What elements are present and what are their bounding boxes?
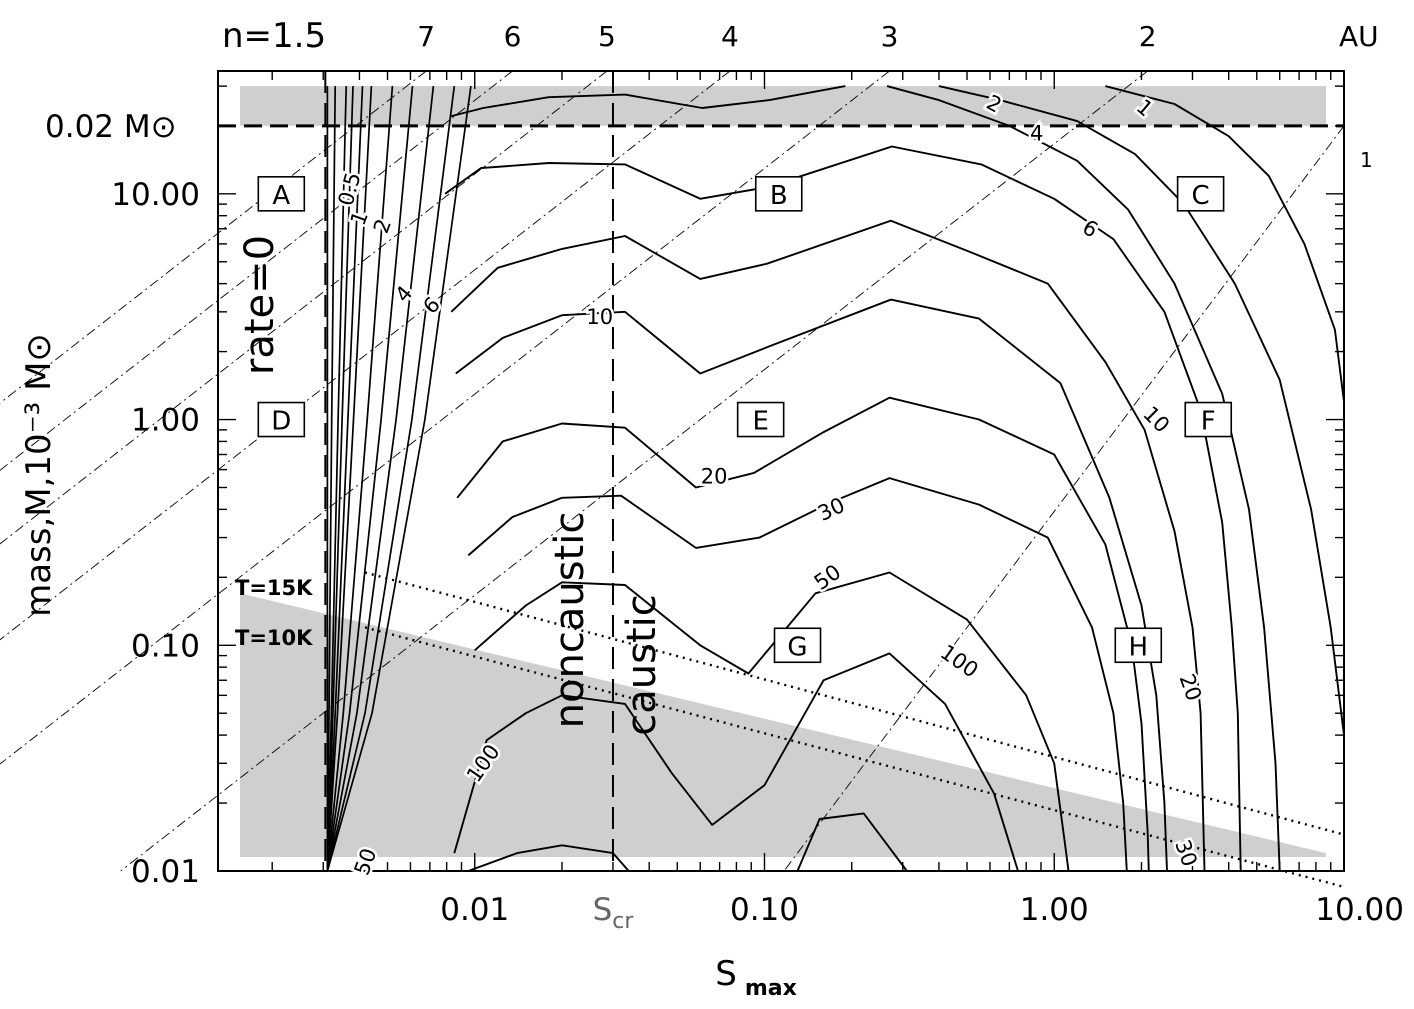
contour-line-50-9 [474, 571, 1070, 872]
contour-line-2-1 [938, 85, 1345, 736]
contour-line-1-0 [1105, 85, 1345, 402]
contour-steep-10 [326, 86, 414, 872]
contour-line-30-8 [467, 477, 1128, 872]
panel-label: n=1.5 [222, 16, 326, 56]
top-axis-label-6: 6 [504, 20, 522, 53]
contour-line-10-6 [455, 298, 1168, 872]
contour-label-4-2: 4 [1030, 122, 1043, 146]
region-box-E [736, 401, 785, 438]
contour-line-4-2 [449, 85, 846, 118]
caustic-annotation: caustic [619, 594, 665, 735]
y-tick-label-10.00: 10.00 [111, 177, 200, 213]
region-box-B [754, 176, 803, 212]
contour-steep-4 [326, 86, 373, 872]
contour-line-6-4 [444, 145, 1242, 872]
right-axis-label: 1 [1360, 148, 1373, 172]
contour-line-unlabeled-11 [467, 844, 630, 872]
contour-line-20-7 [456, 396, 1150, 872]
contour-line-unlabeled-12 [796, 812, 908, 872]
region-layer: A B C D E F G H [257, 176, 1233, 664]
region-box-G [773, 627, 822, 664]
contour-label-20-6: 20 [701, 464, 728, 488]
au-guide-line-1 [783, 125, 1345, 872]
contour-label-50-8: 50 [810, 560, 846, 595]
noncaustic-annotation: noncaustic [547, 512, 593, 729]
shaded-region-upper [240, 86, 1326, 126]
reference-layer [218, 71, 1344, 871]
contour-steep-1 [326, 86, 354, 872]
top-axis-label-3: 3 [881, 20, 899, 53]
region-label-C: C [1192, 181, 1210, 211]
plot-frame [217, 70, 1345, 872]
shaded-layer [240, 86, 1326, 857]
contour-label-0.5-13: 0.5 [334, 170, 366, 208]
top-axis-label-7: 7 [417, 20, 435, 53]
shaded-region-lower [240, 593, 1326, 857]
au-guide-line-2 [120, 70, 1148, 872]
temp-label-10k: T=10K [235, 626, 313, 650]
region-label-B: B [770, 181, 788, 211]
y-tick-label-002msun: 0.02 M⊙ [45, 109, 177, 145]
top-axis-label-4: 4 [721, 20, 739, 53]
contour-line-10-5 [450, 219, 1206, 872]
contour-steep-0.07 [326, 86, 337, 872]
region-label-D: D [271, 407, 291, 437]
region-label-A: A [272, 181, 290, 211]
region-box-C [1176, 176, 1225, 212]
contour-line-4-3 [886, 85, 1281, 872]
contour-label-10-4: 10 [1138, 402, 1174, 438]
region-label-E: E [752, 407, 768, 437]
region-label-F: F [1201, 407, 1216, 437]
contour-steep-2 [326, 86, 364, 872]
tick-layer: 0.01 Scr 0.10 1.00 10.00 0.01 0.10 1.00 10.00 0.0… [45, 20, 1404, 934]
contour-label-1-17: 1 [346, 208, 373, 229]
plot-border [217, 70, 1345, 872]
diagonal-layer [0, 70, 1345, 872]
x-tick-label-10.00: 10.00 [1315, 892, 1404, 928]
contour-steep-20 [326, 86, 435, 872]
top-axis-label-2: 2 [1139, 20, 1157, 53]
y-tick-label-0.10: 0.10 [131, 628, 200, 664]
contour-steep-6 [326, 86, 394, 872]
contour-line-100-10 [453, 652, 1019, 872]
contour-layer [326, 85, 1345, 872]
contour-label-10-5: 10 [586, 305, 613, 329]
temp-label-15k: T=15K [235, 576, 313, 600]
x-tick-label-1.00: 1.00 [1020, 892, 1089, 928]
y-tick-label-0.01: 0.01 [131, 854, 200, 890]
au-guide-line-3 [0, 70, 890, 765]
region-label-G: G [787, 632, 807, 662]
temperature-line-15k [364, 571, 1345, 836]
region-box-H [1114, 627, 1163, 664]
x-tick-label-0.10: 0.10 [730, 892, 799, 928]
contour-steep-30 [326, 85, 456, 872]
x-tick-label-0.01: 0.01 [440, 892, 509, 928]
temperature-line-10k [364, 626, 1345, 889]
region-box-A [257, 176, 306, 212]
region-box-F [1184, 401, 1233, 438]
contour-label-20-11: 20 [1175, 671, 1207, 704]
y-tick-label-1.00: 1.00 [131, 403, 200, 439]
y-axis-title: mass,M,10⁻³ M⊙ [19, 333, 59, 617]
region-label-H: H [1129, 632, 1149, 662]
top-axis-label-5: 5 [598, 20, 616, 53]
region-box-D [257, 401, 306, 438]
top-axis-unit: AU [1339, 20, 1379, 53]
rate-zero-annotation: rate=0 [237, 235, 283, 375]
contour-label-100-9: 100 [936, 640, 983, 683]
contour-steep-50 [326, 85, 472, 872]
temperature-layer [364, 571, 1345, 889]
x-tick-label-scr: Scr [593, 892, 635, 934]
